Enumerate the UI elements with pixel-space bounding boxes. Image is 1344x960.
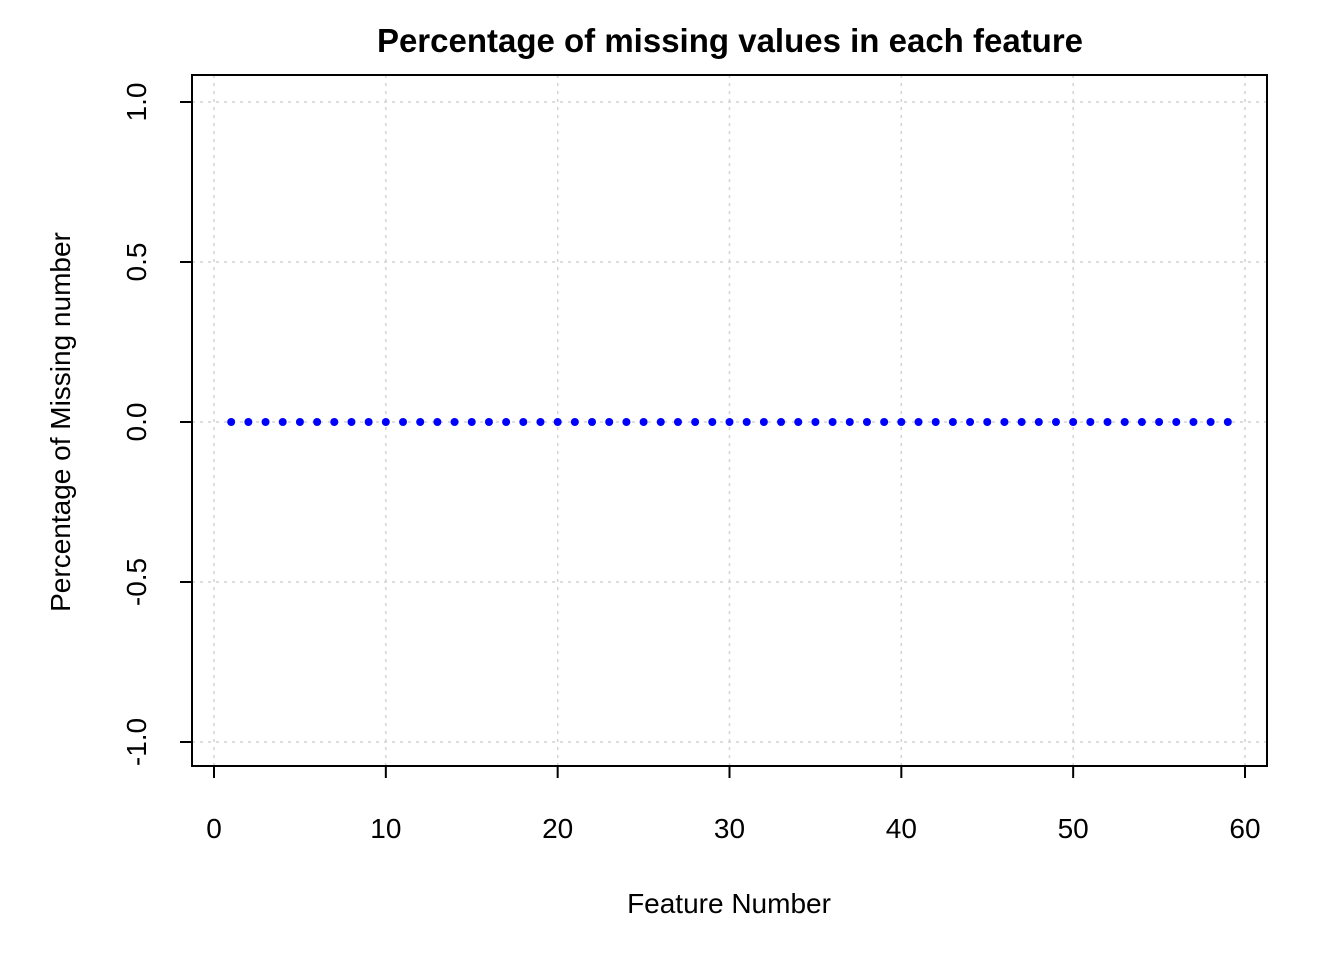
data-point [295, 418, 304, 426]
x-axis: 0 10 20 30 40 50 60 [206, 765, 1261, 844]
data-point [742, 418, 751, 426]
data-point [278, 418, 287, 426]
data-point [777, 418, 786, 426]
data-point [725, 418, 734, 426]
data-point [1086, 418, 1095, 426]
data-point [330, 418, 339, 426]
data-point [588, 418, 597, 426]
data-point [622, 418, 631, 426]
y-tick-label: -1.0 [121, 718, 152, 766]
data-point [656, 418, 665, 426]
x-tick-label: 40 [886, 813, 917, 844]
data-point [708, 418, 717, 426]
y-axis: -1.0 -0.5 0.0 0.5 1.0 [121, 83, 193, 766]
y-axis-label: Percentage of Missing number [45, 232, 76, 612]
data-point [1137, 418, 1146, 426]
x-tick-label: 60 [1229, 813, 1260, 844]
x-axis-label: Feature Number [627, 888, 831, 919]
data-point [1120, 418, 1129, 426]
data-point [983, 418, 992, 426]
y-tick-label: -0.5 [121, 558, 152, 606]
data-point [261, 418, 270, 426]
data-point [1189, 418, 1198, 426]
data-points [227, 418, 1232, 426]
data-point [691, 418, 700, 426]
data-point [553, 418, 562, 426]
x-tick-label: 20 [542, 813, 573, 844]
x-tick-label: 30 [714, 813, 745, 844]
data-point [433, 418, 442, 426]
data-point [1223, 418, 1232, 426]
data-point [794, 418, 803, 426]
x-tick-label: 0 [206, 813, 222, 844]
data-point [364, 418, 373, 426]
data-point [536, 418, 545, 426]
data-point [811, 418, 820, 426]
data-point [966, 418, 975, 426]
data-point [1172, 418, 1181, 426]
data-point [227, 418, 236, 426]
data-point [1206, 418, 1215, 426]
data-point [605, 418, 614, 426]
data-point [1069, 418, 1078, 426]
data-point [347, 418, 356, 426]
data-point [862, 418, 871, 426]
x-tick-label: 50 [1058, 813, 1089, 844]
data-point [948, 418, 957, 426]
data-point [828, 418, 837, 426]
data-point [467, 418, 476, 426]
data-point [1103, 418, 1112, 426]
data-point [416, 418, 425, 426]
data-point [931, 418, 940, 426]
data-point [1051, 418, 1060, 426]
data-point [845, 418, 854, 426]
y-tick-label: 1.0 [121, 83, 152, 122]
data-point [1000, 418, 1009, 426]
data-point [519, 418, 528, 426]
data-point [570, 418, 579, 426]
data-point [313, 418, 322, 426]
data-point [244, 418, 253, 426]
data-point [897, 418, 906, 426]
data-point [1017, 418, 1026, 426]
data-point [1155, 418, 1164, 426]
y-tick-label: 0.0 [121, 403, 152, 442]
data-point [759, 418, 768, 426]
data-point [880, 418, 889, 426]
data-point [450, 418, 459, 426]
chart-title: Percentage of missing values in each fea… [377, 22, 1083, 59]
data-point [484, 418, 493, 426]
x-tick-label: 10 [370, 813, 401, 844]
data-point [399, 418, 408, 426]
y-tick-label: 0.5 [121, 243, 152, 282]
data-point [673, 418, 682, 426]
data-point [914, 418, 923, 426]
data-point [502, 418, 511, 426]
data-point [1034, 418, 1043, 426]
data-point [639, 418, 648, 426]
data-point [381, 418, 390, 426]
